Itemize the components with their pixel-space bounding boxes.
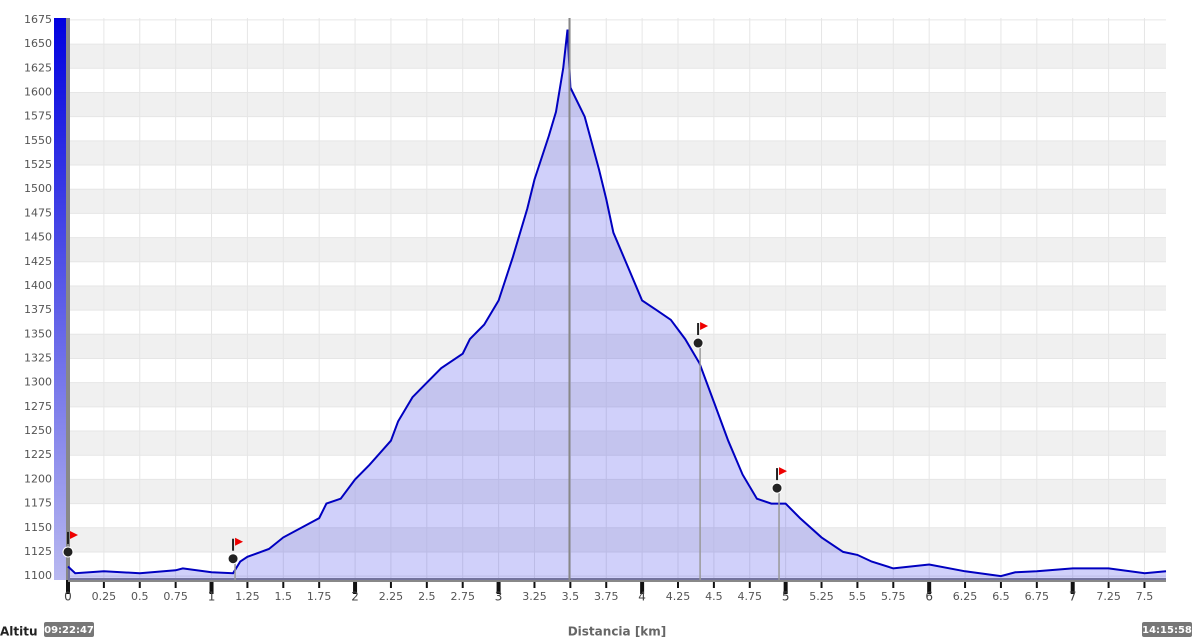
y-tick-label: 1425 xyxy=(24,255,52,268)
x-tick-label: 4.75 xyxy=(738,590,763,603)
flag-pole xyxy=(232,538,235,551)
grid-band xyxy=(68,92,1166,117)
x-tick-label: 7.5 xyxy=(1136,590,1154,603)
x-tick-label: 5.5 xyxy=(849,590,867,603)
x-tick-label: 0 xyxy=(64,590,72,604)
flag xyxy=(700,322,709,331)
x-tick-label: 3 xyxy=(495,590,503,604)
waypoint xyxy=(692,337,704,349)
x-tick-label: 0.5 xyxy=(131,590,149,603)
waypoint xyxy=(227,553,239,565)
y-tick-label: 1500 xyxy=(24,182,52,195)
y-tick-label: 1225 xyxy=(24,448,52,461)
y-tick-label: 1600 xyxy=(24,85,52,98)
x-tick-label: 5.25 xyxy=(809,590,834,603)
y-tick-label: 1550 xyxy=(24,134,52,147)
grid-band xyxy=(68,189,1166,214)
y-tick-label: 1625 xyxy=(24,61,52,74)
x-tick-label: 7 xyxy=(1069,590,1077,604)
grid-band xyxy=(68,285,1166,311)
x-tick-label: 3.25 xyxy=(522,590,547,603)
range-bar xyxy=(54,18,68,580)
y-tick-label: 1575 xyxy=(24,110,52,123)
x-tick-label: 7.25 xyxy=(1096,590,1121,603)
y-tick-label: 1675 xyxy=(24,13,52,26)
y-tick-label: 1375 xyxy=(24,303,52,316)
grid-band xyxy=(68,527,1166,552)
grid-band xyxy=(68,479,1166,504)
y-axis-label: Altitu xyxy=(0,625,38,639)
x-tick-label: 2 xyxy=(351,590,359,604)
y-tick-label: 1525 xyxy=(24,158,52,171)
grid-band xyxy=(68,44,1166,69)
end-time: 14:15:58 xyxy=(1142,625,1192,636)
waypoint xyxy=(771,482,783,494)
x-tick-label: 6.75 xyxy=(1025,590,1050,603)
y-tick-label: 1475 xyxy=(24,206,52,219)
y-tick-label: 1125 xyxy=(24,545,52,558)
x-axis-label: Distancia [km] xyxy=(568,625,667,639)
flag xyxy=(70,530,78,539)
end-badge xyxy=(1142,622,1192,637)
y-tick-label: 1400 xyxy=(24,279,52,292)
flag-pole xyxy=(697,323,700,336)
flag-pole xyxy=(67,531,69,544)
x-tick-label: 6 xyxy=(925,590,933,604)
flag xyxy=(235,537,244,546)
x-tick-label: 2.5 xyxy=(418,590,436,603)
x-tick-label: 1.75 xyxy=(307,590,332,603)
flag-pole xyxy=(776,468,779,481)
y-tick-label: 1250 xyxy=(24,424,52,437)
x-tick-label: 1.25 xyxy=(235,590,260,603)
x-tick-label: 1 xyxy=(208,590,216,604)
y-tick-label: 1175 xyxy=(24,497,52,510)
x-tick-label: 6.5 xyxy=(992,590,1010,603)
y-tick-label: 1100 xyxy=(24,569,52,582)
x-tick-label: 0.25 xyxy=(92,590,117,603)
grid-band xyxy=(68,431,1166,456)
y-tick-label: 1300 xyxy=(24,376,52,389)
waypoint xyxy=(62,546,74,558)
y-tick-label: 1325 xyxy=(24,351,52,364)
y-tick-label: 1150 xyxy=(24,521,52,534)
x-tick-label: 6.25 xyxy=(953,590,978,603)
grid-band xyxy=(68,382,1166,407)
y-tick-label: 1450 xyxy=(24,231,52,244)
x-tick-label: 0.75 xyxy=(163,590,188,603)
grid-band xyxy=(68,334,1166,359)
start-badge xyxy=(44,622,94,637)
area-fill xyxy=(68,29,1166,581)
x-tick-label: 4 xyxy=(638,590,646,604)
grid-band xyxy=(68,140,1166,166)
flag xyxy=(779,467,788,476)
x-tick-label: 1.5 xyxy=(275,590,293,603)
x-tick-label: 5.75 xyxy=(881,590,906,603)
y-tick-label: 1650 xyxy=(24,37,52,50)
y-tick-label: 1200 xyxy=(24,472,52,485)
x-tick-label: 2.25 xyxy=(379,590,404,603)
x-tick-label: 5 xyxy=(782,590,790,604)
x-tick-label: 3.5 xyxy=(562,590,580,603)
start-time: 09:22:47 xyxy=(44,625,94,636)
x-tick-label: 4.25 xyxy=(666,590,691,603)
x-tick-label: 4.5 xyxy=(705,590,723,603)
profile-line xyxy=(67,29,1167,578)
y-tick-label: 1350 xyxy=(24,327,52,340)
x-tick-label: 2.75 xyxy=(450,590,475,603)
x-tick-label: 3.75 xyxy=(594,590,619,603)
y-tick-label: 1275 xyxy=(24,400,52,413)
